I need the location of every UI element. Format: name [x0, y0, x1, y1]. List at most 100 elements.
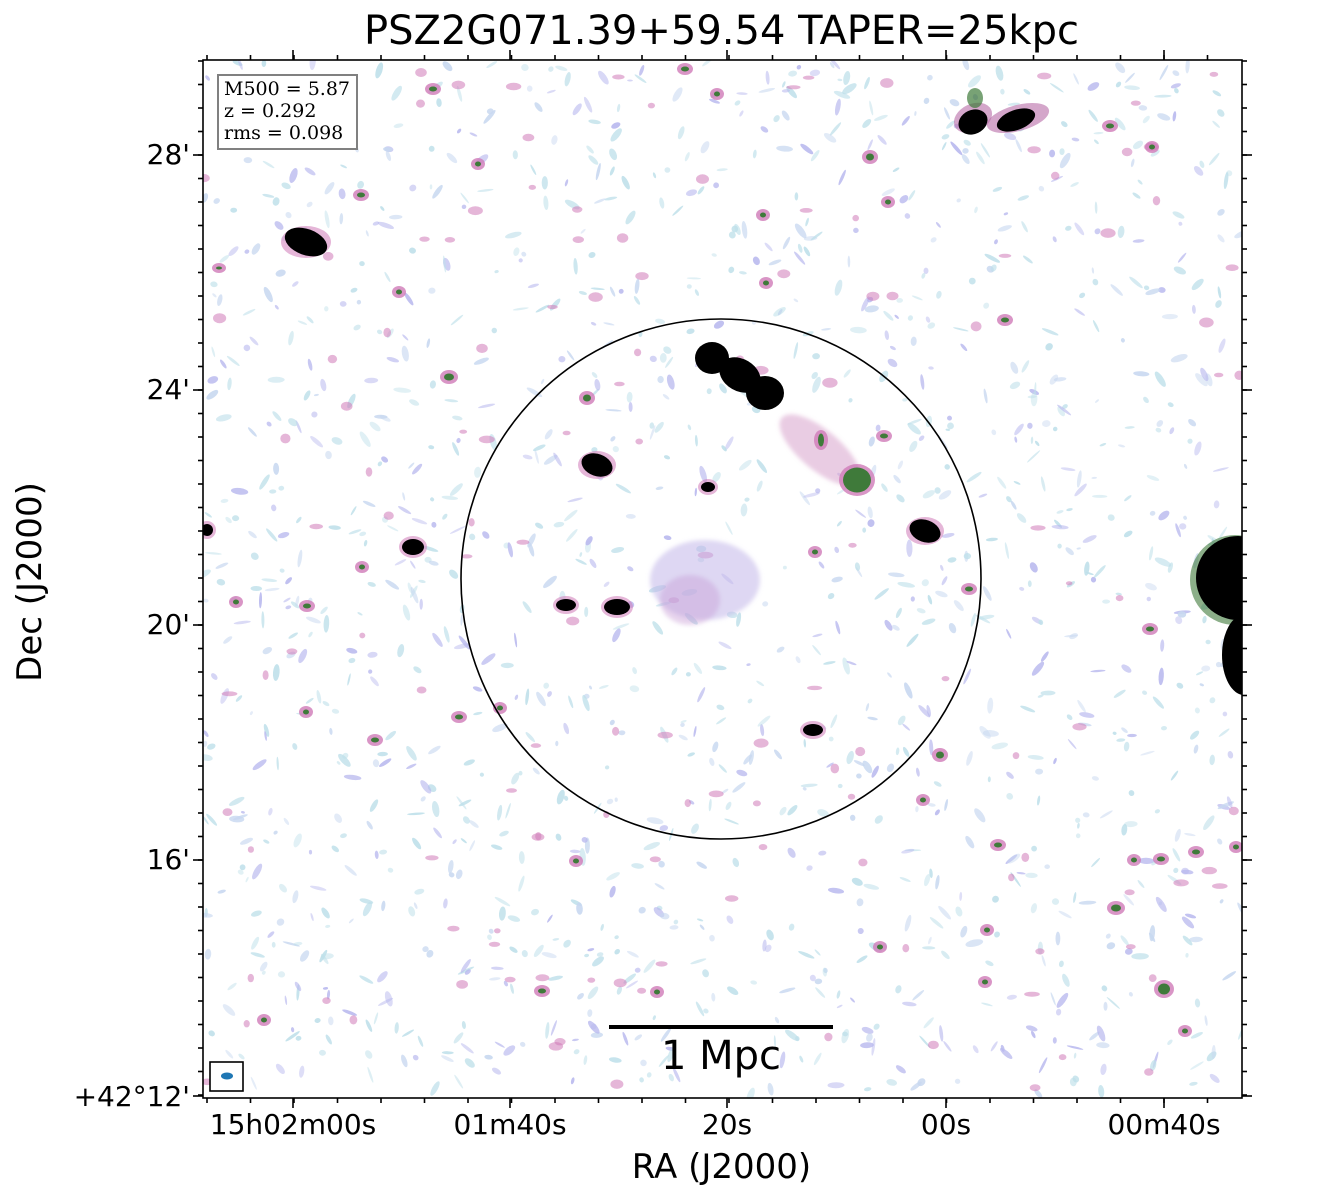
noise-speck	[752, 256, 760, 266]
faint-source	[855, 746, 866, 757]
noise-speck	[1127, 733, 1137, 738]
noise-speck	[452, 415, 463, 421]
noise-speck	[867, 506, 873, 519]
noise-speck	[941, 532, 955, 538]
noise-speck	[982, 586, 992, 601]
noise-speck	[1145, 288, 1161, 296]
noise-speck	[764, 242, 773, 252]
faint-source	[634, 348, 642, 357]
noise-speck	[1176, 682, 1184, 689]
noise-speck	[672, 87, 683, 102]
noise-speck	[1062, 973, 1070, 987]
noise-speck	[823, 967, 828, 974]
noise-speck	[1150, 149, 1160, 157]
noise-speck	[418, 579, 426, 584]
noise-speck	[527, 283, 539, 289]
noise-speck	[541, 176, 548, 190]
faint-source	[822, 377, 838, 388]
faint-source	[451, 80, 466, 90]
noise-speck	[812, 644, 821, 656]
noise-speck	[1066, 714, 1073, 720]
noise-speck	[411, 518, 428, 525]
faint-source	[243, 1020, 250, 1028]
noise-speck	[731, 225, 739, 233]
noise-speck	[920, 374, 925, 390]
noise-speck	[634, 967, 641, 973]
noise-speck	[724, 436, 734, 451]
noise-speck	[779, 1051, 786, 1069]
noise-speck	[364, 377, 379, 384]
noise-speck	[500, 662, 514, 669]
noise-speck	[757, 715, 771, 727]
noise-speck	[686, 284, 692, 289]
noise-speck	[1181, 869, 1194, 875]
noise-speck	[1087, 82, 1100, 91]
noise-speck	[1161, 725, 1167, 731]
noise-speck	[1195, 671, 1204, 676]
noise-speck	[631, 863, 644, 869]
noise-speck	[429, 380, 436, 389]
noise-speck	[1128, 790, 1135, 797]
noise-speck	[331, 437, 343, 445]
noise-speck	[322, 701, 330, 707]
noise-speck	[935, 874, 940, 890]
noise-speck	[540, 378, 545, 385]
noise-speck	[873, 1023, 880, 1030]
noise-speck	[1093, 565, 1106, 578]
faint-source	[613, 978, 627, 988]
noise-speck	[914, 111, 917, 116]
noise-speck	[1155, 427, 1162, 433]
noise-speck	[564, 509, 578, 522]
noise-speck	[1006, 628, 1012, 639]
noise-speck	[1099, 443, 1107, 447]
noise-speck	[991, 429, 997, 436]
noise-speck	[381, 456, 389, 463]
source-core	[936, 751, 944, 759]
noise-speck	[203, 730, 209, 737]
noise-speck	[962, 60, 970, 71]
noise-speck	[482, 531, 490, 539]
noise-speck	[1058, 910, 1072, 919]
noise-speck	[556, 789, 565, 805]
noise-speck	[984, 253, 1001, 263]
noise-speck	[239, 837, 254, 845]
noise-speck	[904, 849, 922, 852]
noise-speck	[987, 697, 994, 714]
faint-source	[203, 174, 210, 183]
noise-speck	[522, 454, 533, 460]
noise-speck	[394, 1022, 399, 1034]
noise-speck	[277, 532, 290, 539]
noise-speck	[1076, 470, 1082, 488]
noise-speck	[634, 278, 640, 294]
faint-source	[587, 977, 596, 983]
noise-speck	[285, 1031, 300, 1042]
noise-field	[203, 60, 1242, 1098]
noise-speck	[262, 193, 275, 198]
noise-speck	[874, 114, 888, 121]
noise-speck	[1218, 728, 1230, 737]
noise-speck	[699, 924, 705, 930]
noise-speck	[871, 765, 879, 778]
noise-speck	[877, 135, 887, 145]
noise-speck	[521, 950, 528, 958]
noise-speck	[1058, 960, 1064, 968]
faint-source	[657, 731, 673, 739]
noise-speck	[796, 64, 802, 70]
noise-speck	[1031, 661, 1045, 676]
source-core	[1158, 983, 1170, 995]
noise-speck	[811, 371, 818, 380]
noise-speck	[1034, 1089, 1043, 1098]
faint-source	[1012, 752, 1020, 760]
noise-speck	[237, 60, 243, 70]
noise-speck	[961, 154, 970, 164]
noise-speck	[1090, 669, 1106, 673]
noise-speck	[372, 221, 380, 226]
x-tick-label: 15h02m00s	[209, 1108, 377, 1141]
noise-speck	[247, 427, 257, 437]
noise-speck	[334, 813, 343, 823]
noise-speck	[566, 350, 575, 361]
noise-speck	[1094, 201, 1098, 214]
noise-speck	[1031, 845, 1038, 852]
noise-speck	[1019, 586, 1025, 591]
